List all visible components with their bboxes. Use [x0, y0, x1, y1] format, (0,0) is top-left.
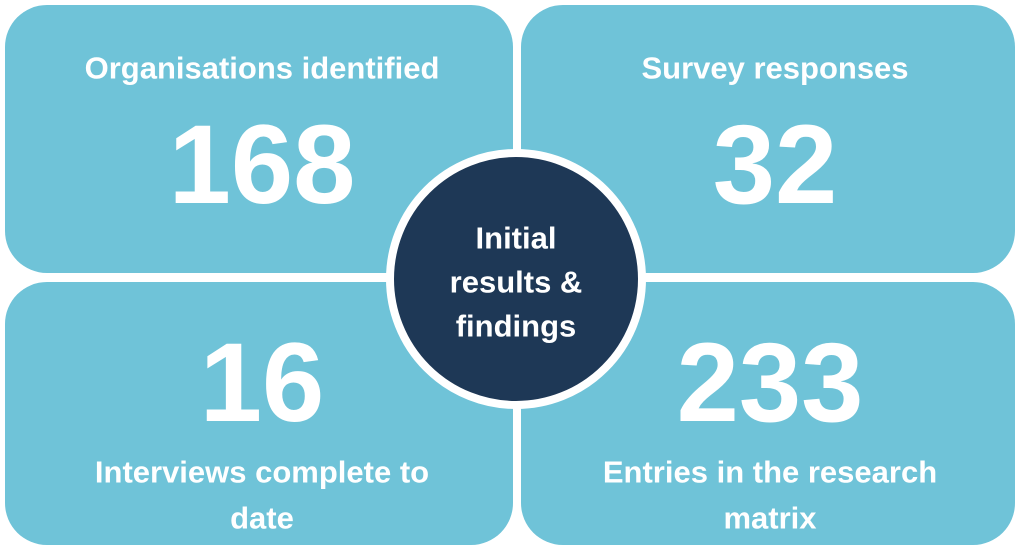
tile-label: Interviews complete to — [94, 454, 430, 490]
center-circle — [386, 149, 646, 409]
center-text: Initial — [475, 220, 557, 256]
tile-value: 32 — [712, 102, 838, 227]
tile — [5, 5, 513, 273]
tile — [521, 282, 1015, 545]
tile-value: 168 — [168, 102, 356, 227]
tile-label: Entries in the research — [602, 454, 938, 490]
tile-label: matrix — [723, 500, 817, 536]
tile-label: Survey responses — [641, 50, 909, 86]
center-text: results & — [449, 264, 583, 300]
tile — [5, 282, 513, 545]
center-text: findings — [455, 308, 577, 344]
tile-value: 16 — [199, 320, 325, 445]
tile — [521, 5, 1015, 273]
tile-label: date — [230, 500, 294, 536]
tile-value: 233 — [676, 320, 864, 445]
tile-label: Organisations identified — [84, 50, 440, 86]
